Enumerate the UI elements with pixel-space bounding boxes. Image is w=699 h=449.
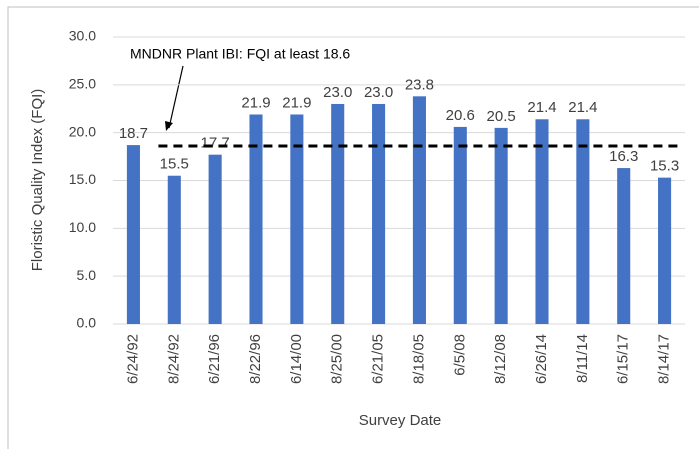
annotation-arrowhead xyxy=(165,121,173,131)
bar xyxy=(249,114,263,325)
bar xyxy=(208,154,222,324)
data-label: 21.4 xyxy=(568,99,597,116)
x-tick-label: 6/21/05 xyxy=(370,334,387,384)
y-tick-label: 15.0 xyxy=(69,171,96,187)
data-label: 23.0 xyxy=(364,84,393,101)
x-tick-label: 6/14/00 xyxy=(288,334,305,384)
bar xyxy=(576,119,590,324)
bar xyxy=(126,145,140,324)
x-axis-title: Survey Date xyxy=(359,412,442,429)
x-tick-label: 6/5/08 xyxy=(451,334,468,376)
bar xyxy=(372,103,386,324)
data-label: 16.3 xyxy=(609,148,638,165)
data-label: 20.6 xyxy=(446,107,475,124)
chart-border xyxy=(7,6,699,449)
data-label: 15.5 xyxy=(160,156,189,173)
bar xyxy=(658,177,672,324)
data-label: 15.3 xyxy=(650,158,679,175)
reference-annotation: MNDNR Plant IBI: FQI at least 18.6 xyxy=(130,46,350,62)
data-label: 21.4 xyxy=(527,99,556,116)
x-tick-label: 8/24/92 xyxy=(165,334,182,384)
y-tick-label: 25.0 xyxy=(69,76,96,92)
bar xyxy=(331,103,345,324)
x-tick-label: 6/24/92 xyxy=(124,334,141,384)
y-tick-label: 5.0 xyxy=(77,267,97,283)
data-label: 20.5 xyxy=(487,108,516,125)
x-tick-label: 6/21/96 xyxy=(206,334,223,384)
bar xyxy=(290,114,304,325)
bar xyxy=(412,96,426,325)
x-tick-label: 6/26/14 xyxy=(533,334,550,384)
x-tick-label: 8/22/96 xyxy=(247,334,264,384)
data-label: 21.9 xyxy=(241,94,270,111)
data-label: 23.8 xyxy=(405,76,434,93)
y-tick-label: 0.0 xyxy=(77,315,97,331)
bar xyxy=(617,168,631,324)
annotation-arrow xyxy=(168,65,184,129)
bar xyxy=(494,127,508,324)
x-tick-label: 6/15/17 xyxy=(615,334,632,384)
x-tick-label: 8/11/14 xyxy=(574,334,591,383)
y-axis-title: Floristic Quality Index (FQI) xyxy=(29,89,46,272)
data-label: 21.9 xyxy=(282,94,311,111)
data-label: 23.0 xyxy=(323,84,352,101)
bar xyxy=(535,119,549,324)
x-tick-label: 8/12/08 xyxy=(492,334,509,384)
bar xyxy=(453,126,467,324)
x-tick-label: 8/14/17 xyxy=(656,334,673,384)
y-tick-label: 20.0 xyxy=(69,123,96,139)
data-label: 17.7 xyxy=(201,135,230,152)
data-label: 18.7 xyxy=(119,125,148,142)
y-tick-label: 10.0 xyxy=(69,219,96,235)
x-tick-label: 8/25/00 xyxy=(329,334,346,384)
y-tick-label: 30.0 xyxy=(69,28,96,44)
bar xyxy=(167,175,181,324)
x-tick-label: 8/18/05 xyxy=(410,334,427,384)
